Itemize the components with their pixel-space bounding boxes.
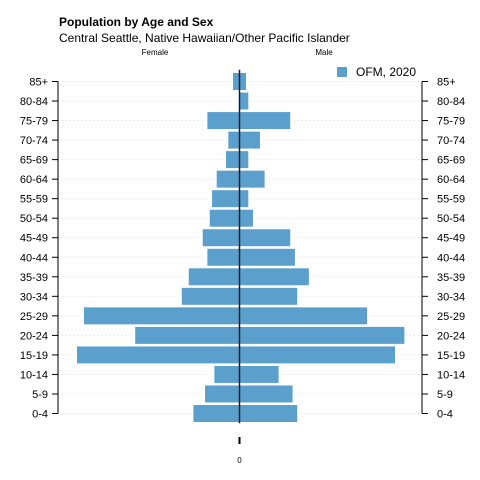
right-tick-label: 75-79 (437, 116, 465, 128)
right-tick-label: 20-24 (437, 330, 465, 342)
bar-male-45-49 (239, 228, 292, 248)
left-tick-label: 35-39 (20, 272, 48, 284)
right-tick-label: 0-4 (437, 409, 453, 421)
bar-female-35-39 (187, 267, 240, 287)
left-tick-label: 70-74 (20, 135, 48, 147)
bars (75, 69, 406, 424)
left-tick-label: 15-19 (20, 350, 48, 362)
bar-female-70-74 (227, 130, 241, 150)
bar-female-50-54 (208, 208, 240, 228)
bar-female-45-49 (201, 228, 241, 248)
right-tick-label: 85+ (437, 77, 456, 89)
left-tick-label: 0-4 (32, 409, 48, 421)
bar-male-10-14 (239, 364, 280, 384)
right-tick-label: 55-59 (437, 194, 465, 206)
left-tick-label: 5-9 (32, 389, 48, 401)
bar-male-60-64 (239, 169, 266, 189)
bar-male-55-59 (239, 189, 250, 209)
right-tick-label: 10-14 (437, 369, 465, 381)
bar-female-75-79 (206, 111, 240, 131)
right-tick-label: 45-49 (437, 233, 465, 245)
bar-male-30-34 (239, 286, 299, 306)
left-tick-label: 55-59 (20, 194, 48, 206)
bar-female-55-59 (211, 189, 240, 209)
bar-female-15-19 (75, 345, 241, 365)
left-tick-label: 50-54 (20, 213, 48, 225)
bar-male-25-29 (239, 306, 369, 326)
left-tick-label: 65-69 (20, 155, 48, 167)
bar-female-65-69 (225, 150, 241, 170)
left-tick-label: 25-29 (20, 311, 48, 323)
bar-male-50-54 (239, 208, 254, 228)
left-tick-label: 30-34 (20, 291, 48, 303)
right-tick-label: 50-54 (437, 213, 465, 225)
bar-female-30-34 (180, 286, 241, 306)
chart-subtitle: Central Seattle, Native Hawaiian/Other P… (59, 31, 350, 45)
left-tick-label: 75-79 (20, 116, 48, 128)
bar-female-60-64 (215, 169, 240, 189)
left-tick-label: 45-49 (20, 233, 48, 245)
bar-male-70-74 (239, 130, 261, 150)
right-tick-label: 15-19 (437, 350, 465, 362)
legend: OFM, 2020 (337, 65, 416, 79)
bar-male-65-69 (239, 150, 250, 170)
bar-male-5-9 (239, 384, 294, 404)
bar-female-20-24 (134, 325, 241, 345)
bar-female-5-9 (204, 384, 241, 404)
bar-male-20-24 (239, 325, 406, 345)
legend-swatch (337, 67, 347, 77)
bar-male-35-39 (239, 267, 310, 287)
bar-female-0-4 (192, 404, 240, 423)
right-tick-label: 80-84 (437, 96, 465, 108)
right-tick-label: 35-39 (437, 272, 465, 284)
left-tick-label: 40-44 (20, 252, 48, 264)
left-tick-label: 85+ (29, 77, 48, 89)
right-tick-label: 30-34 (437, 291, 465, 303)
left-tick-label: 80-84 (20, 96, 48, 108)
bar-male-15-19 (239, 345, 397, 365)
bar-female-25-29 (82, 306, 240, 326)
bar-male-85+ (239, 72, 247, 91)
left-tick-label: 10-14 (20, 369, 48, 381)
bar-male-40-44 (239, 247, 296, 267)
right-tick-label: 65-69 (437, 155, 465, 167)
right-tick-label: 40-44 (437, 252, 465, 264)
bar-female-10-14 (213, 364, 240, 384)
bar-male-75-79 (239, 111, 292, 131)
legend-label: OFM, 2020 (356, 65, 416, 79)
chart-title: Population by Age and Sex (59, 15, 214, 29)
bar-female-40-44 (206, 247, 240, 267)
male-label: Male (315, 48, 333, 57)
female-label: Female (142, 48, 169, 57)
x-axis-tick-label: 0 (237, 456, 242, 465)
right-tick-label: 5-9 (437, 389, 453, 401)
axes: 0-4 0-4 5-9 5-9 10-14 10-14 15-19 15-19 20-24 20-… (20, 77, 465, 421)
right-tick-label: 60-64 (437, 174, 465, 186)
left-tick-label: 60-64 (20, 174, 48, 186)
right-tick-label: 25-29 (437, 311, 465, 323)
bar-female-85+ (232, 72, 240, 91)
bar-male-80-84 (239, 91, 250, 111)
bar-male-0-4 (239, 404, 299, 423)
left-tick-label: 20-24 (20, 330, 48, 342)
right-tick-label: 70-74 (437, 135, 465, 147)
